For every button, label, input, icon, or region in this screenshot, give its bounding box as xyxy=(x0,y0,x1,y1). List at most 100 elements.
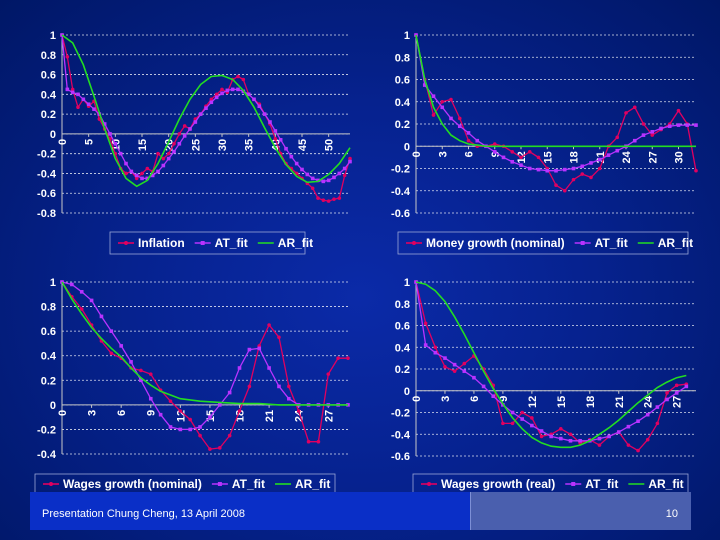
legend-label: Wages growth (real) xyxy=(441,477,555,491)
y-tick-label: 1 xyxy=(50,30,56,42)
data-point xyxy=(247,347,252,352)
data-point xyxy=(217,446,222,450)
data-point xyxy=(129,169,134,174)
data-point xyxy=(562,167,567,172)
data-point xyxy=(178,427,183,432)
data-point xyxy=(252,97,256,102)
series-line xyxy=(415,34,696,148)
data-point xyxy=(615,135,620,140)
y-tick-label: 0.4 xyxy=(395,342,411,354)
legend: Inflation AT_fit AR_fit xyxy=(109,231,313,255)
data-point xyxy=(685,123,690,127)
data-point xyxy=(237,366,242,370)
data-point xyxy=(321,198,326,202)
data-point xyxy=(310,176,315,181)
data-point xyxy=(332,175,336,180)
data-point xyxy=(632,138,637,143)
data-point xyxy=(182,124,187,128)
data-point xyxy=(294,161,299,166)
y-tick-label: 0.8 xyxy=(395,52,410,64)
y-tick-label: 0.4 xyxy=(41,89,57,101)
x-tick-label: 15 xyxy=(556,396,568,408)
data-point xyxy=(257,104,262,108)
legend-label: Money growth (nominal) xyxy=(426,236,565,250)
y-tick-label: 1 xyxy=(50,277,56,289)
data-point xyxy=(277,335,281,340)
y-tick-label: 0.6 xyxy=(395,75,410,87)
data-point xyxy=(423,343,428,347)
data-point xyxy=(326,199,331,203)
data-point xyxy=(510,150,515,154)
data-point xyxy=(510,160,515,164)
data-point xyxy=(597,436,602,441)
data-point xyxy=(208,415,212,419)
data-point xyxy=(559,427,563,431)
data-point xyxy=(606,153,611,157)
data-point xyxy=(166,151,171,156)
data-point xyxy=(665,397,669,402)
data-point xyxy=(99,314,104,319)
data-point xyxy=(481,384,486,389)
data-point xyxy=(70,90,75,95)
data-point xyxy=(337,171,342,176)
data-point xyxy=(501,155,506,160)
data-point xyxy=(641,122,646,126)
data-point xyxy=(580,164,585,169)
data-point xyxy=(549,434,553,439)
data-point xyxy=(300,167,304,172)
chart-1: -0.8-0.6-0.4-0.200.20.40.60.810510152025… xyxy=(37,30,352,255)
data-point xyxy=(554,183,558,187)
data-point xyxy=(346,356,350,360)
legend-marker xyxy=(571,482,576,486)
data-point xyxy=(227,433,232,438)
legend-marker xyxy=(49,482,53,486)
data-point xyxy=(650,133,655,137)
data-point xyxy=(655,405,660,409)
series-line xyxy=(415,281,687,442)
legend-label: AR_fit xyxy=(648,477,683,491)
footer-presentation-text: Presentation Chung Cheng, 13 April 2008 xyxy=(42,508,246,520)
data-point xyxy=(520,417,525,421)
x-tick-label: 9 xyxy=(490,151,502,157)
data-point xyxy=(145,176,150,181)
data-point xyxy=(665,391,669,395)
x-tick-label: 30 xyxy=(217,139,229,151)
data-point xyxy=(145,166,150,171)
data-point xyxy=(214,92,219,97)
data-point xyxy=(124,171,128,176)
legend-label: AT_fit xyxy=(215,236,248,250)
data-point xyxy=(452,362,457,367)
y-tick-label: 0.6 xyxy=(41,70,56,82)
data-point xyxy=(188,427,193,432)
data-point xyxy=(554,168,558,173)
legend-label: AR_fit xyxy=(658,236,693,250)
data-point xyxy=(227,390,232,395)
legend-label: Inflation xyxy=(138,236,185,250)
y-tick-label: -0.2 xyxy=(391,164,410,176)
data-point xyxy=(225,88,230,93)
data-point xyxy=(545,168,550,173)
data-point xyxy=(65,87,70,92)
data-point xyxy=(209,100,214,105)
y-tick-label: -0.2 xyxy=(37,424,56,436)
x-tick-label: 18 xyxy=(585,396,597,408)
data-point xyxy=(527,166,532,171)
data-point xyxy=(267,366,271,370)
data-point xyxy=(113,141,118,146)
x-tick-label: 45 xyxy=(297,139,309,151)
y-tick-label: -0.4 xyxy=(37,168,57,180)
x-tick-label: 18 xyxy=(235,410,247,422)
series-line xyxy=(61,281,348,406)
data-point xyxy=(539,429,544,433)
y-tick-label: 0.8 xyxy=(41,50,56,62)
legend-frame xyxy=(109,231,306,255)
data-point xyxy=(287,384,291,389)
data-point xyxy=(316,178,320,183)
data-point xyxy=(161,163,166,168)
data-point xyxy=(562,188,567,193)
x-tick-label: 0 xyxy=(57,410,69,416)
legend-marker xyxy=(412,241,416,245)
data-point xyxy=(102,122,107,126)
